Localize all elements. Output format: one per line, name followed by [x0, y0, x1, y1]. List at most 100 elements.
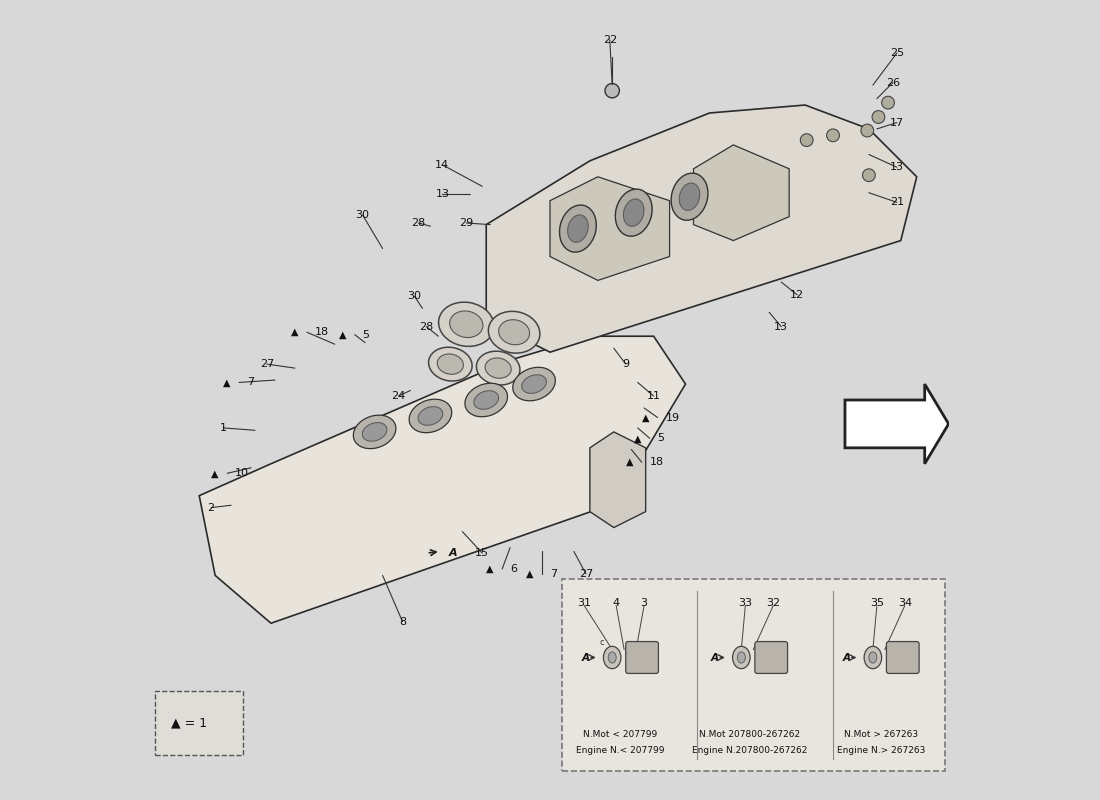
Text: 30: 30 — [355, 210, 370, 220]
Text: 5: 5 — [658, 434, 664, 443]
Text: 30: 30 — [407, 291, 421, 302]
Text: ▲: ▲ — [292, 327, 298, 338]
Text: 8: 8 — [399, 617, 406, 626]
Text: N.Mot > 267263: N.Mot > 267263 — [844, 730, 917, 739]
Text: ▲: ▲ — [486, 564, 494, 574]
Circle shape — [605, 83, 619, 98]
Text: Engine N.< 207799: Engine N.< 207799 — [576, 746, 664, 755]
Text: 34: 34 — [898, 598, 912, 608]
Text: 21: 21 — [890, 198, 904, 207]
Circle shape — [872, 110, 884, 123]
Ellipse shape — [488, 311, 540, 353]
Text: 28: 28 — [419, 322, 433, 332]
Text: ▲: ▲ — [526, 569, 534, 578]
Text: ▲: ▲ — [211, 468, 219, 478]
Text: 26: 26 — [886, 78, 900, 88]
Ellipse shape — [485, 358, 512, 378]
Text: 2: 2 — [208, 502, 214, 513]
Text: N.Mot 207800-267262: N.Mot 207800-267262 — [698, 730, 800, 739]
Text: 27: 27 — [260, 359, 274, 369]
FancyBboxPatch shape — [155, 691, 243, 754]
Circle shape — [862, 169, 876, 182]
Text: 7: 7 — [248, 378, 254, 387]
Text: 27: 27 — [579, 569, 593, 578]
Ellipse shape — [560, 205, 596, 252]
Polygon shape — [845, 384, 948, 464]
Ellipse shape — [521, 374, 547, 394]
Text: 19: 19 — [666, 413, 680, 422]
Text: 3: 3 — [640, 598, 648, 608]
Text: 1: 1 — [220, 423, 227, 433]
Ellipse shape — [568, 215, 588, 242]
Ellipse shape — [624, 199, 644, 226]
Polygon shape — [590, 432, 646, 527]
Ellipse shape — [604, 646, 622, 669]
Text: ▲: ▲ — [223, 378, 231, 387]
Text: A: A — [449, 548, 458, 558]
Text: A: A — [711, 653, 719, 662]
Text: 9: 9 — [623, 359, 629, 369]
Text: 13: 13 — [436, 190, 450, 199]
Text: ▲: ▲ — [626, 457, 634, 467]
FancyBboxPatch shape — [626, 642, 659, 674]
Text: 28: 28 — [411, 218, 426, 228]
Text: A: A — [843, 653, 850, 662]
Text: 6: 6 — [510, 564, 517, 574]
Text: 10: 10 — [235, 468, 249, 478]
Circle shape — [881, 96, 894, 109]
Circle shape — [826, 129, 839, 142]
Ellipse shape — [474, 390, 498, 410]
Text: c: c — [600, 638, 604, 646]
Text: 22: 22 — [603, 34, 617, 45]
Text: 15: 15 — [475, 548, 490, 558]
FancyBboxPatch shape — [887, 642, 920, 674]
Ellipse shape — [450, 311, 483, 338]
Text: ▲: ▲ — [339, 330, 346, 340]
Polygon shape — [693, 145, 789, 241]
Ellipse shape — [438, 354, 463, 374]
Ellipse shape — [679, 183, 700, 210]
Text: 18: 18 — [650, 457, 663, 467]
Polygon shape — [486, 105, 916, 352]
Ellipse shape — [465, 383, 507, 417]
Text: 25: 25 — [890, 48, 904, 58]
Ellipse shape — [733, 646, 750, 669]
Ellipse shape — [608, 652, 616, 663]
Text: 18: 18 — [315, 327, 329, 338]
Text: 7: 7 — [550, 569, 557, 578]
Ellipse shape — [353, 415, 396, 449]
Ellipse shape — [439, 302, 494, 346]
Ellipse shape — [429, 347, 472, 381]
Text: 13: 13 — [890, 162, 904, 172]
Polygon shape — [199, 336, 685, 623]
Text: 17: 17 — [890, 118, 904, 127]
Text: 12: 12 — [790, 290, 804, 300]
Ellipse shape — [513, 367, 556, 401]
Text: 29: 29 — [459, 218, 473, 228]
Text: 33: 33 — [738, 598, 752, 608]
FancyBboxPatch shape — [755, 642, 788, 674]
Ellipse shape — [615, 189, 652, 236]
Text: ▲: ▲ — [642, 413, 649, 422]
Polygon shape — [550, 177, 670, 281]
Ellipse shape — [418, 406, 443, 426]
Circle shape — [861, 124, 873, 137]
Text: 35: 35 — [870, 598, 884, 608]
Text: 13: 13 — [774, 322, 789, 332]
Text: A: A — [582, 653, 590, 662]
Text: 32: 32 — [767, 598, 780, 608]
Text: 24: 24 — [392, 391, 406, 401]
Text: 14: 14 — [436, 160, 450, 170]
Text: Engine N.> 267263: Engine N.> 267263 — [837, 746, 925, 755]
Ellipse shape — [737, 652, 746, 663]
Ellipse shape — [865, 646, 881, 669]
Text: ▲ = 1: ▲ = 1 — [172, 716, 208, 730]
Text: 4: 4 — [613, 598, 619, 608]
Circle shape — [801, 134, 813, 146]
Text: 31: 31 — [578, 598, 592, 608]
FancyBboxPatch shape — [562, 579, 945, 770]
Text: N.Mot < 207799: N.Mot < 207799 — [583, 730, 658, 739]
Ellipse shape — [498, 320, 529, 345]
Text: ▲: ▲ — [634, 434, 641, 443]
Ellipse shape — [671, 173, 708, 220]
